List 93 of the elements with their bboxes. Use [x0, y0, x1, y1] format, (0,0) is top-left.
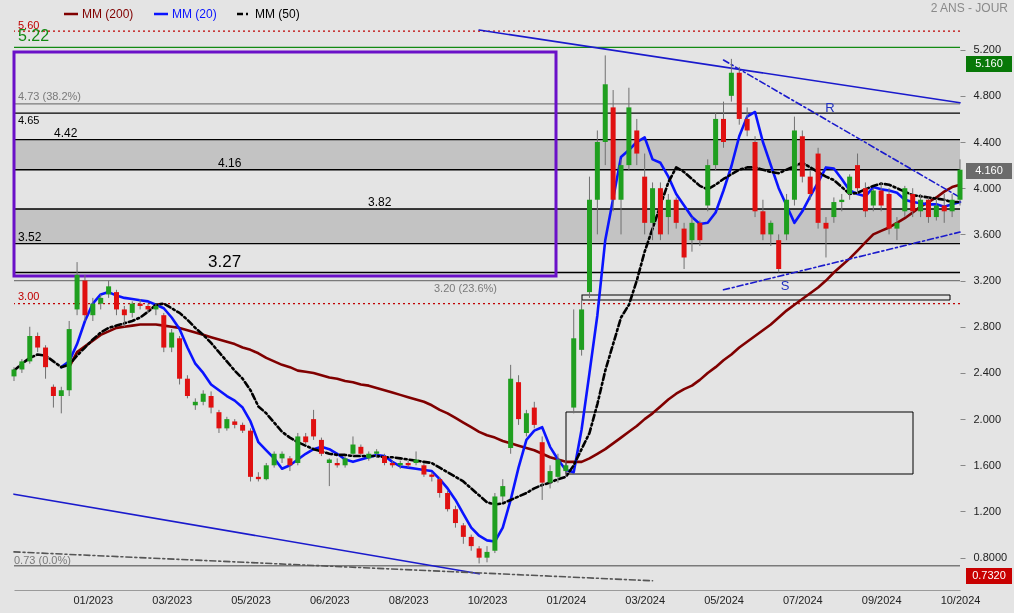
annotation: 2 ANS - JOUR — [930, 1, 1009, 15]
annotation: R — [825, 100, 835, 115]
ref-line-label: 3.20 (23.6%) — [434, 281, 497, 294]
x-tick-label: 10/2023 — [467, 593, 508, 606]
candlestick — [831, 196, 837, 224]
candlestick — [311, 409, 317, 441]
candlestick — [902, 185, 908, 218]
ref-line-label: 3.52 — [18, 229, 42, 244]
y-tick-label: 4.400 — [973, 135, 1002, 148]
candlestick — [58, 386, 64, 414]
candlestick — [634, 118, 640, 166]
ref-line-label: 4.42 — [54, 125, 78, 140]
y-tick-label: 5.200 — [973, 43, 1002, 56]
candlestick — [90, 297, 96, 322]
candlestick — [665, 193, 671, 235]
x-tick-label: 05/2024 — [704, 593, 744, 606]
legend-label: MM (200) — [82, 7, 134, 21]
candlestick — [11, 366, 17, 382]
candlestick — [287, 455, 293, 472]
x-tick-label: 07/2024 — [782, 593, 823, 606]
legend-label: MM (20) — [172, 7, 217, 21]
annotation: S — [780, 278, 790, 293]
candlestick — [547, 464, 553, 489]
x-tick-label: 01/2024 — [546, 593, 587, 606]
y-tick-label: 1.200 — [973, 504, 1002, 517]
candlestick — [43, 344, 49, 380]
y-tick-label: 0.8000 — [973, 551, 1008, 564]
y-tick-label: 4.000 — [973, 181, 1002, 194]
y-tick-label: 3.200 — [973, 274, 1002, 287]
candlestick — [452, 505, 458, 529]
candlestick — [807, 170, 813, 201]
x-tick-label: 09/2024 — [861, 593, 902, 606]
ref-line-label: 3.00 — [18, 289, 40, 302]
candlestick — [523, 409, 529, 437]
ref-line-label: 4.73 (38.2%) — [18, 89, 81, 102]
ref-line-label: 3.27 — [208, 252, 242, 272]
candlestick — [216, 409, 222, 434]
legend-label: MM (50) — [255, 7, 300, 21]
candlestick — [50, 383, 56, 409]
y-tick-label: 2.000 — [973, 412, 1002, 425]
candlestick — [445, 490, 451, 512]
candlestick — [689, 216, 695, 253]
x-tick-label: 10/2024 — [940, 593, 981, 606]
ref-line-label: 3.82 — [368, 194, 392, 209]
candlestick — [35, 332, 41, 353]
candlestick — [768, 220, 774, 247]
y-tick-label: 2.800 — [973, 320, 1002, 333]
candlestick — [744, 106, 750, 137]
ref-line-label: 0.73 (0.0%) — [14, 553, 71, 566]
candlestick — [437, 476, 443, 499]
y-tick-label: 2.400 — [973, 366, 1002, 379]
candlestick — [878, 181, 884, 212]
candlestick — [318, 437, 324, 457]
x-tick-label: 03/2024 — [625, 593, 666, 606]
candlestick — [208, 390, 214, 414]
candlestick — [760, 199, 766, 241]
candlestick — [925, 196, 931, 224]
ref-line-label: 4.65 — [18, 114, 40, 127]
candlestick — [350, 435, 356, 457]
candlestick — [460, 522, 466, 545]
candlestick — [484, 545, 490, 563]
text: 4.160 — [975, 164, 1003, 176]
y-tick-label: 4.800 — [973, 89, 1002, 102]
candlestick — [184, 374, 190, 399]
candlestick — [918, 193, 924, 218]
candlestick — [531, 401, 537, 429]
candlestick — [113, 289, 119, 316]
candlestick — [121, 305, 127, 328]
candlestick — [855, 153, 861, 195]
x-tick-label: 03/2023 — [152, 593, 193, 606]
candlestick — [847, 173, 853, 201]
candlestick — [823, 216, 829, 258]
candlestick — [933, 199, 939, 222]
text: 5.160 — [975, 57, 1003, 69]
candlestick — [555, 453, 561, 484]
x-tick-label: 08/2023 — [388, 593, 429, 606]
y-tick-label: 3.600 — [973, 227, 1002, 240]
x-tick-label: 05/2023 — [231, 593, 271, 606]
candlestick — [949, 193, 955, 218]
x-tick-label: 06/2023 — [309, 593, 350, 606]
candlestick — [910, 187, 916, 218]
candlestick — [894, 216, 900, 241]
candlestick — [500, 478, 506, 503]
text: 0.7320 — [972, 569, 1006, 581]
candlestick — [673, 196, 679, 230]
candlestick — [870, 187, 876, 212]
candlestick — [697, 220, 703, 247]
annotation: 5.60 — [18, 19, 40, 31]
candlestick — [862, 181, 868, 218]
ref-line-label: 4.16 — [218, 155, 242, 170]
y-tick-label: 1.600 — [973, 458, 1002, 471]
candlestick — [169, 328, 175, 353]
x-tick-label: 01/2023 — [73, 593, 114, 606]
